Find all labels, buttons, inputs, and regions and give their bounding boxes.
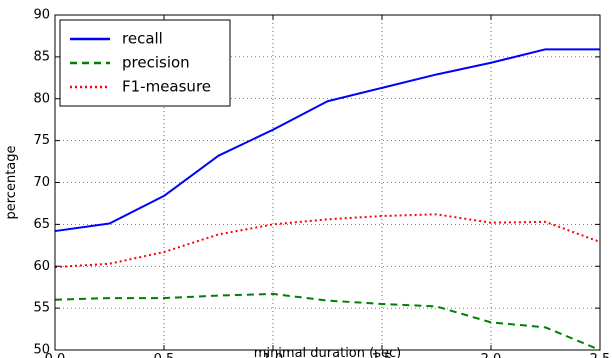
- y-axis-label: percentage: [4, 145, 19, 219]
- x-tick-label: 2.0: [481, 352, 502, 358]
- x-tick-label: 1.0: [263, 352, 284, 358]
- x-axis-label: minimal duration (sec): [254, 346, 401, 358]
- y-tick-label: 85: [33, 49, 50, 64]
- series-line-recall: [54, 48, 600, 233]
- legend-label: recall: [122, 30, 163, 48]
- y-tick-label: 65: [33, 217, 50, 232]
- y-tick-label: 75: [33, 133, 50, 148]
- y-tick-label: 50: [33, 343, 50, 358]
- y-tick-label: 55: [33, 301, 50, 316]
- axis-ticks: 0.0 0.5 1.0 1.5 2.0 2.5 50 55 60 65 70 75 80 85 90: [33, 8, 610, 358]
- legend-label: precision: [122, 54, 190, 72]
- x-tick-label: 0.0: [45, 352, 66, 358]
- legend: recall precision F1-measure: [59, 19, 231, 107]
- y-tick-label: 60: [33, 259, 50, 274]
- series-line-precision: [54, 292, 601, 351]
- series-line-f1-measure: [54, 213, 601, 269]
- x-tick-label: 2.5: [590, 352, 611, 358]
- series-lines: [54, 48, 601, 351]
- y-tick-label: 80: [33, 91, 50, 106]
- legend-label: F1-measure: [122, 78, 211, 96]
- y-tick-label: 70: [33, 175, 50, 190]
- x-tick-label: 0.5: [154, 352, 175, 358]
- x-tick-label: 1.5: [372, 352, 393, 358]
- y-tick-label: 90: [33, 8, 50, 23]
